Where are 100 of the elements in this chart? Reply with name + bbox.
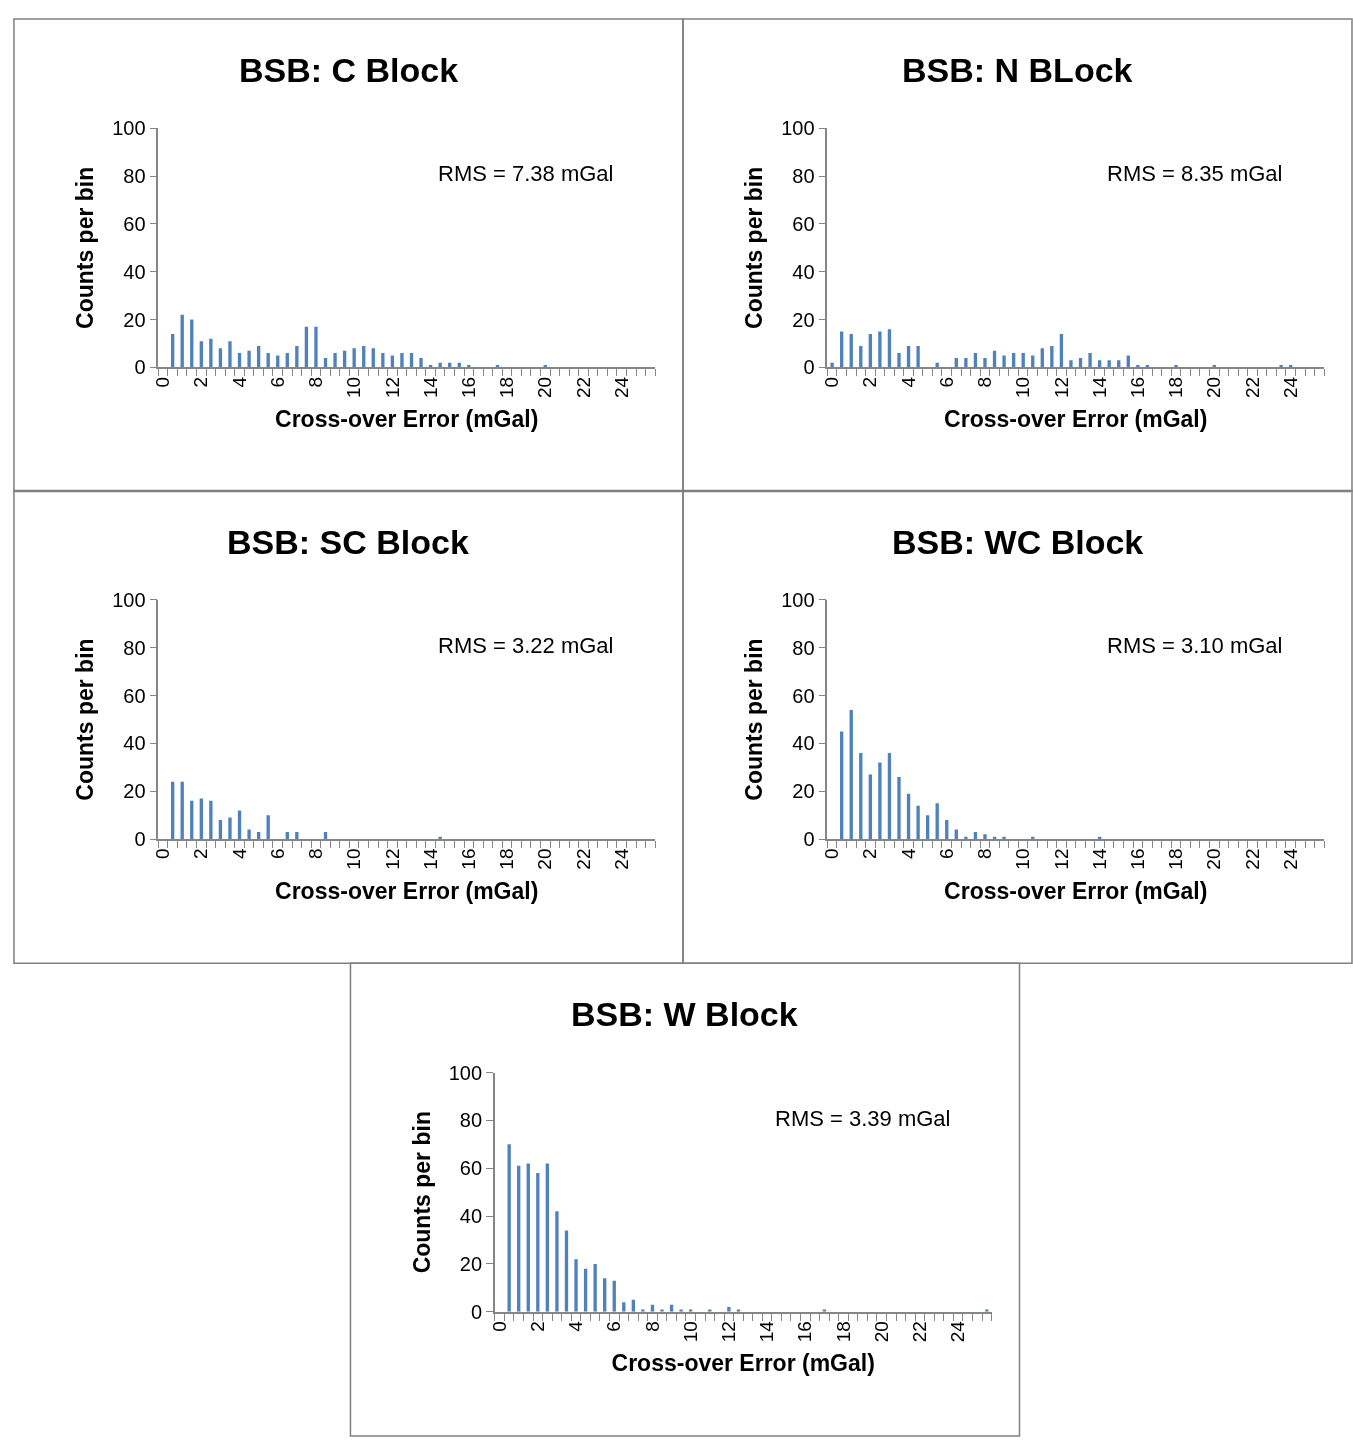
x-tick-label: 18	[496, 376, 518, 398]
y-tick-label: 100	[112, 588, 146, 611]
x-tick-label: 20	[1203, 376, 1225, 398]
x-tick-label: 0	[152, 376, 174, 388]
y-tick-label: 60	[792, 212, 815, 235]
x-tick-label: 0	[821, 848, 843, 860]
x-tick-label: 10	[1012, 376, 1034, 398]
bar	[830, 362, 834, 368]
bar	[1136, 365, 1140, 368]
y-tick-label: 80	[123, 165, 146, 188]
bar	[897, 776, 901, 840]
annotation: RMS = 3.10 mGal	[1107, 633, 1283, 658]
y-tick-label: 100	[448, 1061, 483, 1084]
y-tick-label: 60	[123, 684, 146, 707]
bar	[1088, 353, 1092, 368]
x-tick-label: 14	[1088, 376, 1110, 398]
bar	[209, 800, 213, 840]
x-tick-label: 0	[152, 848, 174, 860]
x-tick-label: 8	[974, 376, 996, 388]
bar	[840, 731, 844, 840]
bar	[935, 803, 939, 840]
y-tick-label: 100	[781, 117, 815, 140]
bar	[333, 353, 337, 368]
x-tick-label: 24	[610, 848, 632, 870]
x-tick-label: 6	[266, 848, 288, 860]
x-axis-title: Cross-over Error (mGal)	[275, 406, 539, 433]
y-tick-label: 20	[123, 780, 146, 803]
x-tick-label: 20	[534, 848, 556, 870]
y-tick-label: 20	[792, 308, 815, 331]
bar	[897, 353, 901, 368]
bar	[1050, 345, 1054, 368]
x-tick-label: 14	[419, 848, 441, 870]
bar	[679, 1309, 683, 1312]
bar	[925, 815, 930, 840]
x-tick-label: 2	[190, 376, 212, 388]
y-tick-label: 20	[459, 1252, 483, 1275]
x-tick-label: 24	[610, 376, 632, 398]
x-tick-label: 0	[488, 1321, 510, 1332]
x-tick-label: 4	[897, 376, 919, 388]
x-tick-label: 4	[228, 376, 250, 388]
x-tick-label: 18	[1165, 848, 1187, 870]
bar	[964, 357, 968, 368]
chart-title: BSB: W Block	[571, 995, 798, 1033]
bar	[964, 836, 968, 840]
bar	[247, 350, 251, 368]
annotation: RMS = 3.22 mGal	[438, 633, 614, 658]
x-tick-label: 22	[1241, 376, 1263, 398]
x-tick-label: 10	[679, 1321, 701, 1343]
y-axis-title: Counts per bin	[741, 638, 768, 801]
bar	[1279, 365, 1283, 368]
y-tick-label: 60	[123, 212, 146, 235]
x-tick-label: 16	[1127, 376, 1149, 398]
bar	[1174, 365, 1178, 368]
x-tick-label: 14	[1088, 848, 1110, 870]
x-tick-label: 18	[1165, 376, 1187, 398]
x-tick-label: 16	[794, 1321, 816, 1343]
y-tick-label: 40	[792, 732, 815, 755]
bar	[228, 341, 232, 368]
x-tick-label: 22	[572, 376, 594, 398]
bar	[199, 798, 203, 840]
x-tick-label: 8	[305, 848, 327, 860]
bar	[859, 753, 863, 840]
x-tick-label: 2	[526, 1321, 548, 1332]
y-tick-label: 40	[123, 260, 146, 283]
x-tick-label: 6	[935, 376, 957, 388]
y-tick-label: 80	[123, 636, 146, 659]
y-tick-label: 40	[459, 1205, 483, 1228]
bar	[381, 353, 385, 368]
y-axis-title: Counts per bin	[741, 166, 768, 329]
x-tick-label: 20	[1203, 848, 1225, 870]
x-tick-label: 10	[343, 848, 365, 870]
y-tick-label: 20	[792, 780, 815, 803]
bar	[641, 1309, 645, 1312]
x-axis-title: Cross-over Error (mGal)	[944, 406, 1208, 433]
bar	[555, 1211, 559, 1312]
bar	[228, 817, 232, 840]
bar	[887, 753, 892, 840]
x-tick-label: 12	[1050, 376, 1072, 398]
bar	[1002, 355, 1006, 368]
bar	[727, 1307, 731, 1312]
chart-title: BSB: N BLock	[902, 51, 1133, 89]
x-tick-label: 12	[381, 848, 403, 870]
bar	[574, 1259, 578, 1312]
y-axis-title: Counts per bin	[72, 638, 99, 801]
bar	[593, 1263, 597, 1312]
x-axis-title: Cross-over Error (mGal)	[275, 877, 539, 904]
y-axis-title: Counts per bin	[72, 166, 99, 329]
bar	[237, 810, 242, 840]
x-tick-label: 2	[190, 848, 212, 860]
x-tick-label: 16	[457, 848, 479, 870]
bar	[295, 831, 299, 840]
x-tick-label: 20	[534, 376, 556, 398]
y-tick-label: 40	[792, 260, 815, 283]
bar	[916, 345, 920, 368]
annotation: RMS = 7.38 mGal	[438, 161, 614, 186]
annotation: RMS = 3.39 mGal	[775, 1106, 951, 1131]
bar	[983, 834, 987, 840]
bar	[400, 353, 404, 368]
x-tick-label: 2	[859, 848, 881, 860]
bar	[878, 331, 882, 368]
